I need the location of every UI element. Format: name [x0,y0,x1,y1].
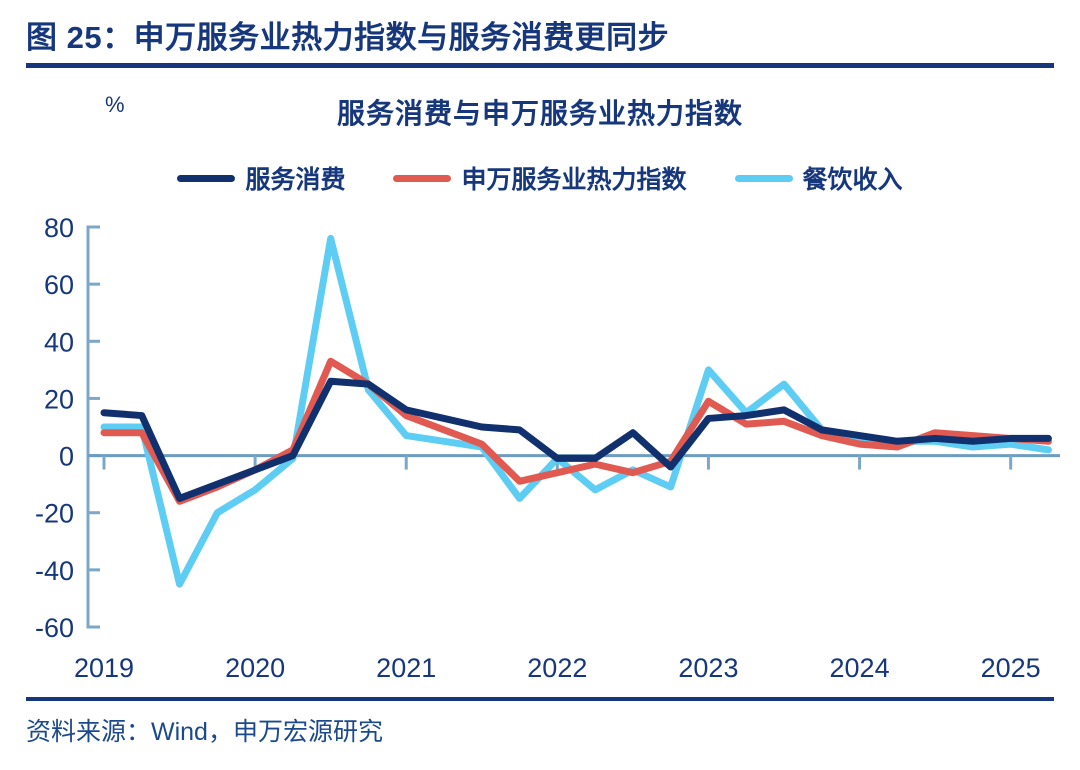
y-axis-line [86,225,100,629]
y-axis-tick-label: 0 [59,442,74,472]
legend-swatch-icon [177,174,236,182]
legend-item[interactable]: 餐饮收入 [734,160,903,196]
x-axis-tick-label: 2021 [376,653,436,683]
x-axis-tick-label: 2023 [678,653,738,683]
legend-label: 申万服务业热力指数 [461,166,687,194]
x-axis-tick-label: 2020 [225,653,285,683]
legend-swatch-icon [734,174,793,182]
plot-area: 80 60 40 20 0 -20 -40 -60 2019 2020 2021 2022 2023 20… [0,200,1080,690]
figure-header: 图 25：申万服务业热力指数与服务消费更同步 [0,0,1080,70]
y-axis-tick-label: 80 [44,213,74,243]
source-note: 资料来源：Wind，申万宏源研究 [26,718,383,746]
series-line-1 [100,357,1052,505]
legend-swatch-icon [393,174,452,182]
series-line-2 [100,234,1052,588]
x-axis-tick-label: 2025 [981,653,1041,683]
legend-item[interactable]: 申万服务业热力指数 [393,160,687,196]
y-axis-unit-label: % [105,92,125,117]
x-axis-tick-label: 2024 [830,653,890,683]
y-axis-tick-label: 20 [44,384,74,414]
footer-divider [26,697,1054,701]
title-divider [26,63,1054,68]
chart-legend: 服务消费 申万服务业热力指数 餐饮收入 [0,160,1080,196]
y-axis-tick-label: -40 [35,556,74,586]
y-axis-tick-label: -60 [35,613,74,643]
chart-container: % 服务消费与申万服务业热力指数 服务消费 申万服务业热力指数 餐饮收入 80 60 4… [0,70,1080,690]
series-line-0 [100,377,1052,502]
figure-title: 图 25：申万服务业热力指数与服务消费更同步 [26,20,670,55]
legend-label: 餐饮收入 [802,166,903,194]
chart-subtitle: 服务消费与申万服务业热力指数 [336,98,743,129]
legend-label: 服务消费 [245,166,346,194]
y-axis-tick-label: 60 [44,270,74,300]
x-axis-tick-label: 2022 [527,653,587,683]
x-axis-tick-label: 2019 [74,653,134,683]
legend-item[interactable]: 服务消费 [177,160,345,196]
y-axis-tick-label: 40 [44,327,74,357]
y-axis-tick-label: -20 [35,499,74,529]
